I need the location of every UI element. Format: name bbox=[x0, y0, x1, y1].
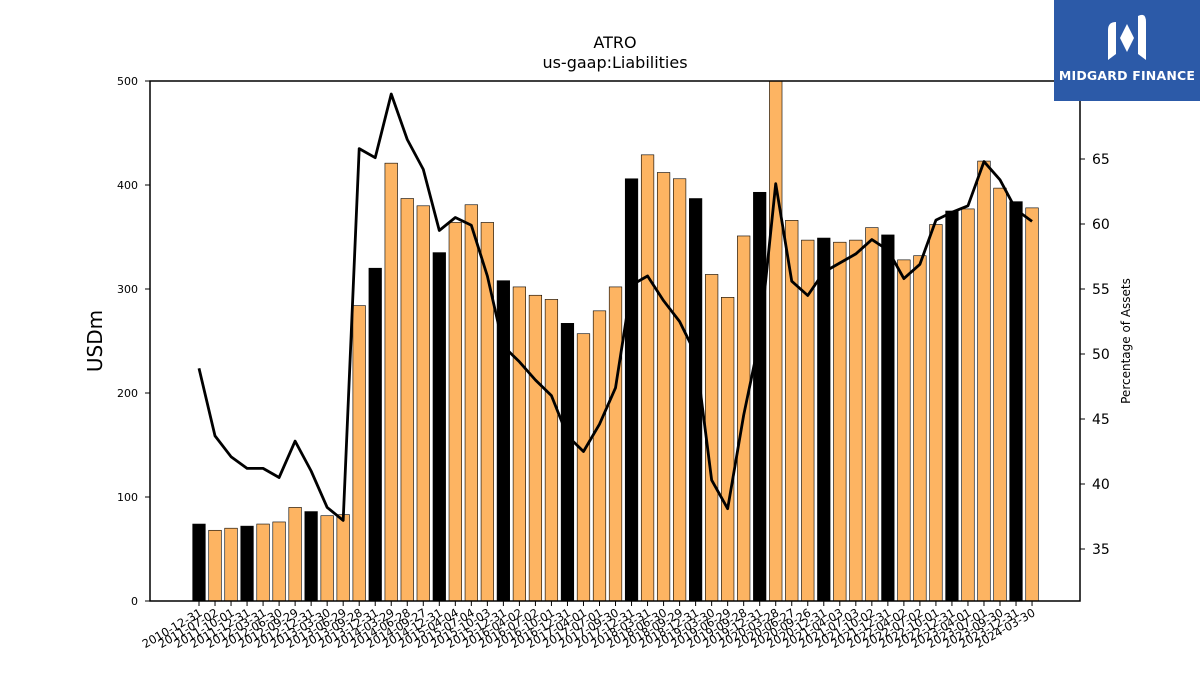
bar-2015-07-04 bbox=[464, 204, 478, 602]
bar-2021-10-02 bbox=[865, 227, 879, 602]
bar-2014-06-28 bbox=[400, 198, 414, 602]
plot-frame bbox=[149, 80, 1081, 602]
percent-line-series bbox=[197, 92, 1033, 522]
bar-2023-09-30 bbox=[993, 187, 1007, 602]
y2-tick-label: 50 bbox=[1092, 347, 1110, 363]
brand-name: MIDGARD FINANCE bbox=[1058, 68, 1196, 83]
bar-2011-10-01 bbox=[224, 527, 238, 602]
bar-2016-04-02 bbox=[512, 286, 526, 602]
y2-tick-label: 40 bbox=[1092, 477, 1110, 493]
bar-2021-04-03 bbox=[833, 241, 847, 602]
bar-2011-12-31 bbox=[240, 525, 254, 602]
bar-2019-12-31 bbox=[753, 191, 767, 602]
bar-2021-12-31 bbox=[881, 234, 895, 602]
bar-2016-10-01 bbox=[544, 299, 559, 602]
y2-tick-label: 35 bbox=[1092, 542, 1110, 558]
bar-2015-04-04 bbox=[448, 222, 462, 602]
y-tick-label: 500 bbox=[117, 75, 138, 88]
bar-2021-07-03 bbox=[849, 239, 863, 602]
bar-2016-12-31 bbox=[560, 323, 575, 602]
y-axis-left: 0 100 200 300 400 500 bbox=[117, 75, 150, 608]
x-axis: 2010-12-312011-07-022011-10-012011-12-31… bbox=[140, 601, 1038, 651]
bar-2014-03-29 bbox=[384, 162, 398, 602]
bar-2022-10-01 bbox=[929, 224, 943, 602]
y2-tick-label: 55 bbox=[1092, 282, 1110, 298]
midgard-logo-icon bbox=[1108, 14, 1146, 60]
bar-2017-04-01 bbox=[576, 333, 591, 602]
bar-2023-07-01 bbox=[977, 160, 991, 602]
bar-2023-04-01 bbox=[961, 208, 975, 602]
bar-2022-04-02 bbox=[897, 259, 911, 602]
bar-2014-12-31 bbox=[432, 252, 446, 602]
y-tick-label: 400 bbox=[117, 179, 138, 192]
y2-tick-label: 65 bbox=[1092, 152, 1110, 168]
y2-tick-label: 45 bbox=[1092, 412, 1110, 428]
bar-2014-09-27 bbox=[416, 205, 430, 602]
bar-2017-12-31 bbox=[624, 178, 639, 602]
bar-2017-07-01 bbox=[592, 310, 607, 602]
bar-2016-07-02 bbox=[528, 294, 543, 602]
bar-2018-06-30 bbox=[656, 172, 671, 602]
bar-series bbox=[192, 80, 1039, 602]
bar-2013-09-28 bbox=[352, 305, 366, 602]
y-tick-label: 300 bbox=[117, 283, 138, 296]
bar-2024-03-30 bbox=[1025, 207, 1039, 602]
chart-subtitle: us-gaap:Liabilities bbox=[542, 53, 687, 72]
percent-of-assets-line bbox=[197, 92, 1033, 522]
bar-2013-12-31 bbox=[368, 267, 382, 602]
bar-2020-03-28 bbox=[769, 80, 783, 602]
bar-2012-12-31 bbox=[304, 511, 318, 602]
brand-logo: MIDGARD FINANCE bbox=[1054, 0, 1200, 101]
chart-title: ATRO bbox=[593, 33, 636, 52]
bar-2013-06-29 bbox=[336, 514, 350, 602]
y-tick-label: 0 bbox=[131, 595, 138, 608]
y2-axis-label: Percentage of Assets bbox=[1119, 278, 1133, 404]
bar-2012-09-29 bbox=[288, 507, 302, 602]
bar-2010-12-31 bbox=[192, 523, 206, 602]
y2-tick-label: 60 bbox=[1092, 217, 1110, 233]
bar-2018-03-31 bbox=[640, 154, 655, 602]
bar-2013-03-30 bbox=[320, 515, 334, 602]
bar-2022-12-31 bbox=[945, 210, 959, 602]
bar-2022-07-02 bbox=[913, 255, 927, 602]
bar-2011-07-02 bbox=[208, 529, 222, 602]
bar-2012-03-31 bbox=[256, 523, 270, 602]
bar-2018-09-29 bbox=[672, 178, 687, 602]
y-axis-label: USDm bbox=[83, 310, 107, 372]
y-tick-label: 200 bbox=[117, 387, 138, 400]
y-axis-right: 3540455055606570 bbox=[1080, 87, 1110, 558]
bar-2017-09-30 bbox=[608, 286, 623, 602]
bar-2020-12-31 bbox=[817, 237, 831, 602]
bar-2023-12-31 bbox=[1009, 201, 1023, 602]
y-tick-label: 100 bbox=[117, 491, 138, 504]
bar-2019-06-29 bbox=[721, 297, 735, 602]
bar-2012-06-30 bbox=[272, 521, 286, 602]
